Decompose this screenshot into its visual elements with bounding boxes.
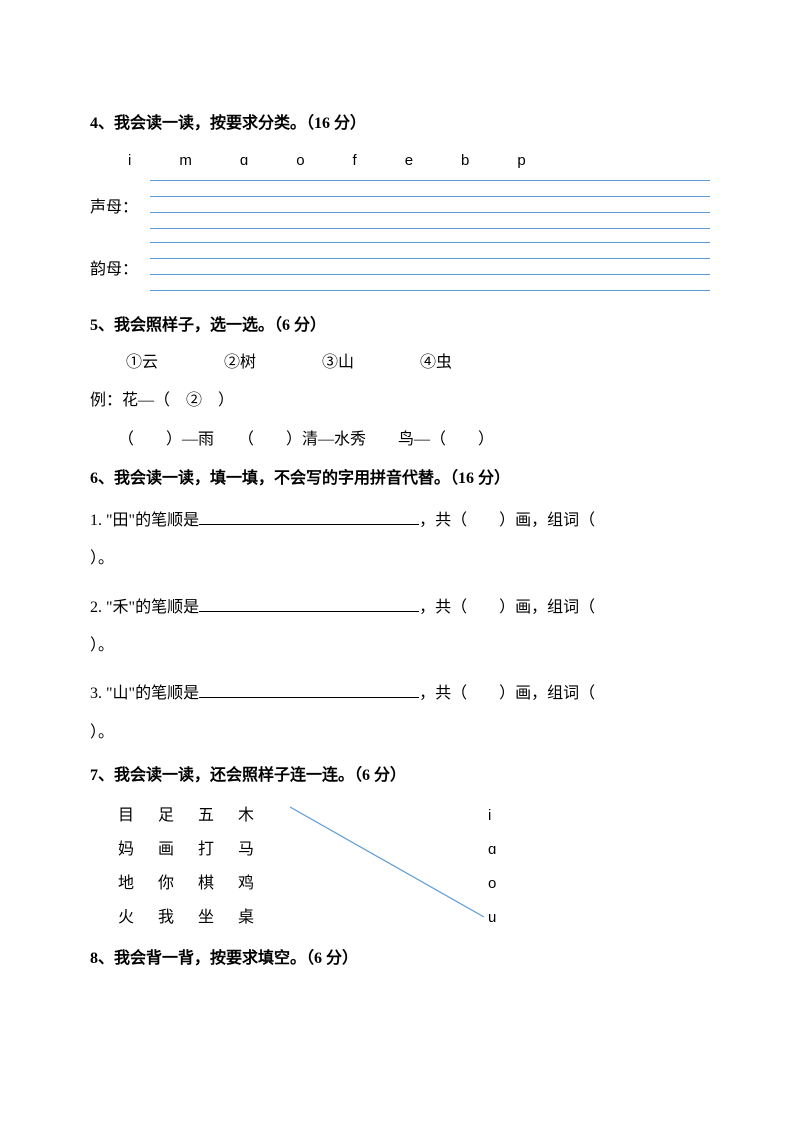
q5-blanks: （ ）—雨 （ ）清—水秀 鸟—（ ） [90,426,710,455]
q7-char: 我 [158,904,174,933]
q7-left-group: 目 足 五 木 [118,802,318,831]
q7-char: 打 [198,836,214,865]
q7-right-letter: o [488,870,496,897]
q6-char: 禾 [113,599,129,616]
q6-item: 1. "田"的笔顺是，共（ ）画，组词（ ）。 [90,502,710,579]
q7-right-letter: i [488,802,491,829]
q6-text: ）。 [90,550,114,567]
q7-left-group: 地 你 棋 鸡 [118,870,318,899]
q7-char: 地 [118,870,134,899]
q7-row: 火 我 坐 桌 u [118,901,710,935]
q7-char: 妈 [118,836,134,865]
q6-num: 2. [90,599,102,616]
q7-char: 五 [198,802,214,831]
q4-letter-row: i m ɑ o f e b p [90,147,710,174]
q7-char: 鸡 [238,870,254,899]
q4-writing-lines [150,242,710,290]
q4-letter: o [296,147,304,174]
q6-item: 2. "禾"的笔顺是，共（ ）画，组词（ ）。 [90,589,710,666]
q5-example: 例：花—（ ② ） [90,387,710,416]
q6-char: 田 [113,512,129,529]
q7-char: 马 [238,836,254,865]
q5-option: ③山 [322,349,354,378]
q6-text: ，共（ ）画，组词（ [419,685,595,702]
q7-left-group: 妈 画 打 马 [118,836,318,865]
q4-letter: ɑ [240,147,248,174]
q7-char: 目 [118,802,134,831]
q4-header: 4、我会读一读，按要求分类。（16 分） [90,110,710,139]
q7-char: 桌 [238,904,254,933]
q6-text: "的笔顺是 [129,685,200,702]
q6-text: ，共（ ）画，组词（ [419,512,595,529]
q6-num: 1. [90,512,102,529]
q6-text: "的笔顺是 [129,512,200,529]
q6-header: 6、我会读一读，填一填，不会写的字用拼音代替。（16 分） [90,465,710,494]
q7-right-letter: u [488,904,496,931]
q7-char: 画 [158,836,174,865]
q7-char: 坐 [198,904,214,933]
q5-option: ①云 [126,349,158,378]
q4-letter: b [461,147,469,174]
q6-text: ）。 [90,724,114,741]
q4-shengmu-group: 声母： [90,180,710,228]
q4-letter: m [179,147,192,174]
q6-text: ）。 [90,637,114,654]
q5-option: ④虫 [420,349,452,378]
q4-letter: f [353,147,357,174]
q7-left-group: 火 我 坐 桌 [118,904,318,933]
q7-char: 足 [158,802,174,831]
q7-row: 目 足 五 木 i [118,799,710,833]
q4-letter: i [128,147,131,174]
q4-shengmu-label: 声母： [90,180,146,223]
q6-blank-line [199,596,419,612]
q5-option: ②树 [224,349,256,378]
q4-letter: e [405,147,413,174]
q7-header: 7、我会读一读，还会照样子连一连。（6 分） [90,762,710,791]
q6-text: ，共（ ）画，组词（ [419,599,595,616]
q5-options: ①云 ②树 ③山 ④虫 [90,349,710,378]
q4-yunmu-label: 韵母： [90,242,146,285]
q7-row: 妈 画 打 马 ɑ [118,833,710,867]
q4-letter: p [517,147,525,174]
q7-char: 火 [118,904,134,933]
q6-num: 3. [90,685,102,702]
q7-char: 木 [238,802,254,831]
q6-char: 山 [113,685,129,702]
q7-char: 棋 [198,870,214,899]
q7-char: 你 [158,870,174,899]
q7-right-letter: ɑ [488,836,496,863]
q6-blank-line [199,509,419,525]
q5-header: 5、我会照样子，选一选。（6 分） [90,312,710,341]
q6-item: 3. "山"的笔顺是，共（ ）画，组词（ ）。 [90,675,710,752]
q6-text: "的笔顺是 [129,599,200,616]
q7-matching: 目 足 五 木 i 妈 画 打 马 ɑ 地 你 棋 鸡 o 火 我 坐 桌 u [90,799,710,935]
q7-row: 地 你 棋 鸡 o [118,867,710,901]
q4-yunmu-group: 韵母： [90,242,710,290]
q4-writing-lines [150,180,710,228]
q6-blank-line [199,682,419,698]
q8-header: 8、我会背一背，按要求填空。（6 分） [90,945,710,974]
